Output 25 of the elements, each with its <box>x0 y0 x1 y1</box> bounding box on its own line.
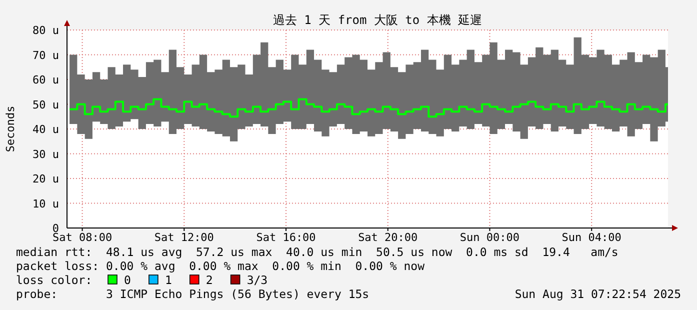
chart-title: 過去 1 天 from 大阪 to 本機 延遲 <box>272 13 482 27</box>
y-tick-label: 60 u <box>32 74 59 86</box>
x-tick-label: Sun 00:00 <box>460 231 520 244</box>
x-tick-label: Sat 20:00 <box>358 231 418 244</box>
text: median rtt: 48.1 us avg 57.2 us max 40.0 us min 50.5 us now 0.0 ms sd 19.4 am/s <box>16 245 618 259</box>
y-tick-label: 50 u <box>32 98 59 112</box>
x-tick-label: Sat 12:00 <box>154 231 214 244</box>
legend-label: 0 <box>124 273 131 287</box>
x-tick-label: Sun 04:00 <box>562 231 622 244</box>
y-tick-label: 30 u <box>32 148 59 161</box>
x-tick-label: Sat 16:00 <box>256 231 316 244</box>
y-axis-title: Seconds <box>4 106 17 152</box>
y-tick-label: 20 u <box>32 172 59 186</box>
legend-label: 3/3 <box>246 273 268 287</box>
legend-label: 1 <box>164 273 172 287</box>
text: probe: 3 ICMP Echo Pings (56 Bytes) every 15s <box>16 287 370 301</box>
y-tick-label: 80 u <box>32 24 59 37</box>
text: Sun Aug 31 07:22:54 2025 <box>514 287 681 301</box>
y-tick-label: 10 u <box>32 197 59 210</box>
x-tick-label: Sat 08:00 <box>52 231 112 244</box>
legend-title: loss color: <box>16 273 92 287</box>
legend-label: 2 <box>206 273 213 287</box>
y-tick-label: 40 u <box>32 123 59 136</box>
y-tick-label: 70 u <box>32 48 59 62</box>
text: packet loss: 0.00 % avg 0.00 % max 0.00 % min 0.00 % now <box>16 259 425 273</box>
